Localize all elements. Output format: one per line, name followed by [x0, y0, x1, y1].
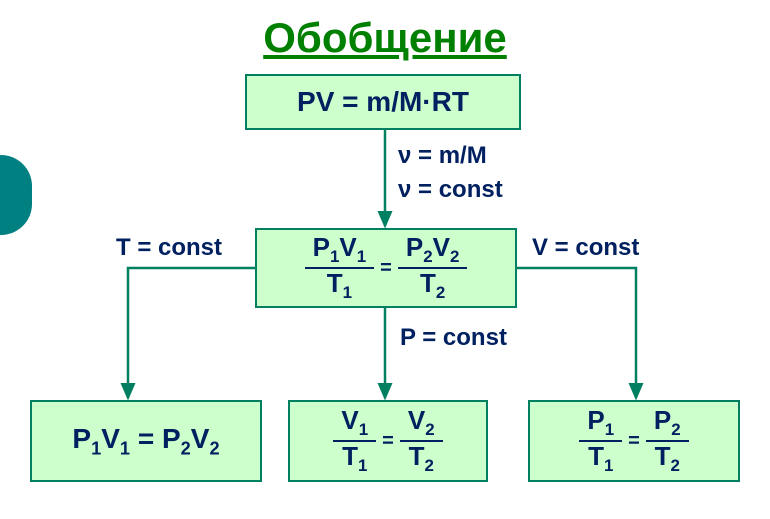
eq-charles: P1T1=P2T2 — [579, 407, 688, 475]
eq-combined: P1V1T1=P2V2T2 — [305, 234, 468, 302]
label-nu-definition: ν = m/M — [398, 142, 487, 170]
node-boyle-law: P1V1 = P2V2 — [30, 400, 262, 482]
slide-decor-pill — [0, 155, 32, 235]
eq-boyle: P1V1 = P2V2 — [72, 423, 219, 460]
eq-gaylussac: V1T1=V2T2 — [333, 407, 442, 475]
eq-ideal-gas: PV = m/M·RT — [297, 86, 469, 118]
node-combined-gas-law: P1V1T1=P2V2T2 — [255, 228, 517, 308]
node-charles-law: P1T1=P2T2 — [528, 400, 740, 482]
node-ideal-gas-law: PV = m/M·RT — [245, 74, 521, 130]
slide-title: Обобщение — [0, 14, 770, 62]
label-nu-const: ν = const — [398, 176, 503, 204]
node-gaylussac-law: V1T1=V2T2 — [288, 400, 488, 482]
label-v-const: V = const — [532, 234, 639, 262]
label-t-const: T = const — [116, 234, 222, 262]
label-p-const: P = const — [400, 324, 507, 352]
